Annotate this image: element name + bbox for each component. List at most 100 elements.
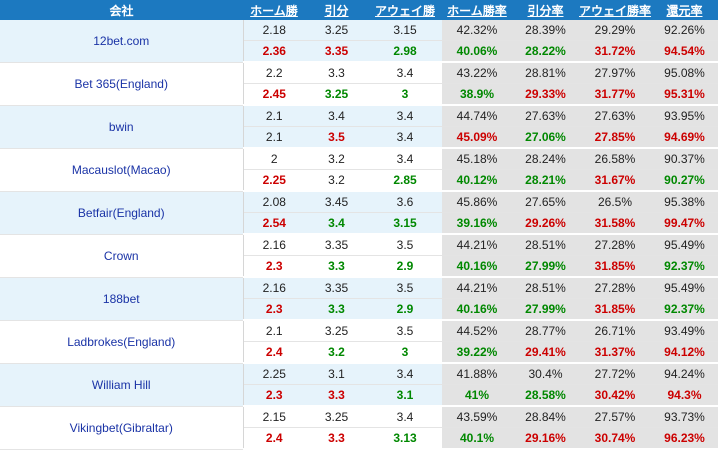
initial-home-odds: 2.16 (243, 234, 305, 256)
current-return-rate: 94.69% (651, 126, 718, 149)
sort-draw-rate[interactable]: 引分率 (512, 0, 579, 20)
sort-draw-odds[interactable]: 引分 (305, 0, 368, 20)
initial-away-rate: 27.28% (579, 277, 651, 299)
initial-home-odds: 2.25 (243, 363, 305, 385)
bookmaker-link[interactable]: bwin (0, 105, 244, 149)
current-home-rate: 40.1% (442, 427, 512, 450)
current-away-odds: 3.13 (368, 427, 442, 450)
sort-away-rate[interactable]: アウェイ勝率 (579, 0, 651, 20)
initial-draw-rate: 27.65% (512, 191, 579, 213)
current-home-rate: 40.06% (442, 40, 512, 63)
current-home-rate: 45.09% (442, 126, 512, 149)
initial-draw-rate: 28.84% (512, 406, 579, 428)
current-away-odds: 2.9 (368, 255, 442, 278)
current-home-odds: 2.45 (243, 83, 305, 106)
initial-away-rate: 26.71% (579, 320, 651, 342)
initial-return-rate: 93.95% (651, 105, 718, 127)
initial-away-rate: 27.28% (579, 234, 651, 256)
current-home-odds: 2.25 (243, 169, 305, 192)
current-return-rate: 92.37% (651, 255, 718, 278)
current-home-odds: 2.3 (243, 298, 305, 321)
bookmaker-row-initial: Crown 2.16 3.35 3.5 44.21% 28.51% 27.28% 95.49% (0, 234, 718, 278)
bookmaker-row-initial: bwin 2.1 3.4 3.4 44.74% 27.63% 27.63% 93.95% (0, 105, 718, 149)
initial-home-odds: 2.15 (243, 406, 305, 428)
initial-home-odds: 2 (243, 148, 305, 170)
initial-home-odds: 2.16 (243, 277, 305, 299)
initial-draw-rate: 28.24% (512, 148, 579, 170)
current-away-odds: 3.15 (368, 212, 442, 235)
current-draw-rate: 29.41% (512, 341, 579, 364)
current-draw-odds: 3.25 (305, 83, 368, 106)
initial-return-rate: 93.73% (651, 406, 718, 428)
initial-home-rate: 45.86% (442, 191, 512, 213)
current-home-odds: 2.36 (243, 40, 305, 63)
current-draw-odds: 3.35 (305, 40, 368, 63)
current-away-odds: 3.1 (368, 384, 442, 407)
current-draw-rate: 28.22% (512, 40, 579, 63)
current-draw-odds: 3.2 (305, 169, 368, 192)
initial-away-rate: 27.63% (579, 105, 651, 127)
current-home-odds: 2.3 (243, 255, 305, 278)
initial-home-rate: 45.18% (442, 148, 512, 170)
sort-return-rate[interactable]: 還元率 (651, 0, 718, 20)
initial-draw-odds: 3.35 (305, 277, 368, 299)
initial-away-odds: 3.4 (368, 406, 442, 428)
current-draw-odds: 3.3 (305, 298, 368, 321)
bookmaker-row-initial: 188bet 2.16 3.35 3.5 44.21% 28.51% 27.28% 95.49… (0, 277, 718, 321)
bookmaker-row-initial: Betfair(England) 2.08 3.45 3.6 45.86% 27.65% 2… (0, 191, 718, 235)
initial-draw-odds: 3.1 (305, 363, 368, 385)
initial-home-rate: 44.52% (442, 320, 512, 342)
bookmaker-link[interactable]: Ladbrokes(England) (0, 320, 244, 364)
current-draw-odds: 3.5 (305, 126, 368, 149)
initial-home-rate: 44.74% (442, 105, 512, 127)
initial-home-odds: 2.2 (243, 62, 305, 84)
header-company: 会社 (0, 0, 243, 20)
bookmaker-link[interactable]: 12bet.com (0, 20, 244, 63)
bookmaker-row-current: 2.54 3.4 3.15 39.16% 29.26% 31.58% 99.47% (0, 212, 718, 235)
current-home-odds: 2.4 (243, 341, 305, 364)
current-home-odds: 2.1 (243, 126, 305, 149)
bookmaker-row-current: 2.3 3.3 3.1 41% 28.58% 30.42% 94.3% (0, 384, 718, 407)
current-away-rate: 30.42% (579, 384, 651, 407)
current-return-rate: 94.3% (651, 384, 718, 407)
initial-draw-odds: 3.4 (305, 105, 368, 127)
bookmaker-link[interactable]: Macauslot(Macao) (0, 148, 244, 192)
initial-away-odds: 3.5 (368, 234, 442, 256)
current-away-rate: 31.85% (579, 298, 651, 321)
current-away-rate: 31.85% (579, 255, 651, 278)
initial-draw-odds: 3.25 (305, 20, 368, 41)
initial-return-rate: 95.49% (651, 277, 718, 299)
current-draw-rate: 29.26% (512, 212, 579, 235)
current-return-rate: 92.37% (651, 298, 718, 321)
bookmaker-link[interactable]: Crown (0, 234, 244, 278)
current-home-rate: 40.12% (442, 169, 512, 192)
initial-return-rate: 93.49% (651, 320, 718, 342)
current-draw-rate: 28.58% (512, 384, 579, 407)
current-away-odds: 3 (368, 83, 442, 106)
bookmaker-link[interactable]: 188bet (0, 277, 244, 321)
bookmaker-row-initial: Macauslot(Macao) 2 3.2 3.4 45.18% 28.24% 26.58… (0, 148, 718, 192)
initial-away-odds: 3.15 (368, 20, 442, 41)
bookmaker-link[interactable]: Bet 365(England) (0, 62, 244, 106)
sort-home-rate[interactable]: ホーム勝率 (442, 0, 512, 20)
initial-home-rate: 41.88% (442, 363, 512, 385)
current-away-rate: 31.37% (579, 341, 651, 364)
current-draw-odds: 3.4 (305, 212, 368, 235)
initial-draw-odds: 3.3 (305, 62, 368, 84)
odds-body: 12bet.com 2.18 3.25 3.15 42.32% 28.39% 29.29% 9… (0, 20, 718, 450)
sort-away-odds[interactable]: アウェイ勝 (368, 0, 442, 20)
initial-home-odds: 2.1 (243, 320, 305, 342)
initial-draw-rate: 27.63% (512, 105, 579, 127)
initial-away-odds: 3.4 (368, 148, 442, 170)
initial-draw-odds: 3.25 (305, 406, 368, 428)
sort-home-odds[interactable]: ホーム勝 (243, 0, 305, 20)
bookmaker-link[interactable]: Vikingbet(Gibraltar) (0, 406, 244, 450)
initial-draw-rate: 28.77% (512, 320, 579, 342)
initial-away-odds: 3.5 (368, 277, 442, 299)
bookmaker-link[interactable]: Betfair(England) (0, 191, 244, 235)
bookmaker-link[interactable]: William Hill (0, 363, 244, 407)
current-away-odds: 3.4 (368, 126, 442, 149)
initial-home-odds: 2.08 (243, 191, 305, 213)
initial-draw-odds: 3.45 (305, 191, 368, 213)
initial-away-odds: 3.4 (368, 363, 442, 385)
